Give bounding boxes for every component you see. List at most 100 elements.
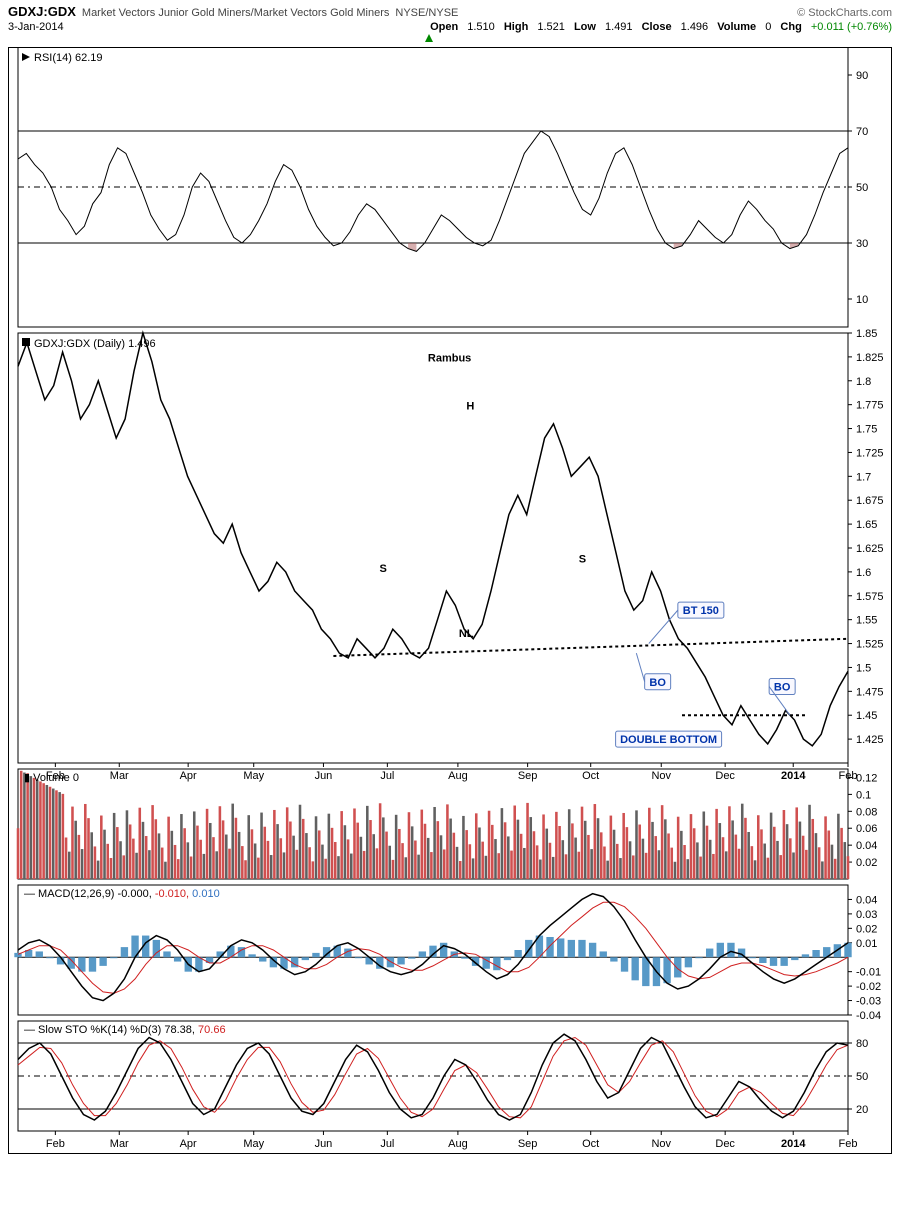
svg-text:2014: 2014 xyxy=(781,770,806,782)
svg-text:0.1: 0.1 xyxy=(856,789,871,801)
svg-text:H: H xyxy=(466,400,474,412)
svg-text:GDXJ:GDX (Daily) 1.496: GDXJ:GDX (Daily) 1.496 xyxy=(34,338,156,350)
svg-text:S: S xyxy=(579,553,586,565)
svg-text:Rambus: Rambus xyxy=(428,353,471,365)
svg-text:20: 20 xyxy=(856,1104,868,1116)
svg-text:0.06: 0.06 xyxy=(856,823,877,835)
svg-text:1.525: 1.525 xyxy=(856,639,884,651)
svg-text:1.425: 1.425 xyxy=(856,734,884,746)
svg-text:1.675: 1.675 xyxy=(856,495,884,507)
ohlc-block: Open 1.510 High 1.521 Low 1.491 Close 1.… xyxy=(424,21,892,43)
up-triangle-icon xyxy=(424,33,434,43)
chart-subheader: 3-Jan-2014 Open 1.510 High 1.521 Low 1.4… xyxy=(0,21,900,47)
svg-text:0.12: 0.12 xyxy=(856,772,877,784)
svg-text:S: S xyxy=(380,563,387,575)
svg-text:70: 70 xyxy=(856,126,868,138)
svg-text:50: 50 xyxy=(856,182,868,194)
svg-text:30: 30 xyxy=(856,238,868,250)
svg-text:— MACD(12,26,9) -0.000, -0.010: — MACD(12,26,9) -0.000, -0.010, 0.010 xyxy=(24,888,220,900)
volume-label: Volume xyxy=(717,21,756,33)
chg-label: Chg xyxy=(780,21,801,33)
svg-text:-0.03: -0.03 xyxy=(856,996,881,1008)
svg-text:DOUBLE BOTTOM: DOUBLE BOTTOM xyxy=(620,734,717,746)
svg-text:1.5: 1.5 xyxy=(856,662,871,674)
close-label: Close xyxy=(642,21,672,33)
svg-text:0.02: 0.02 xyxy=(856,857,877,869)
svg-text:2014: 2014 xyxy=(781,1138,806,1150)
svg-text:— Slow STO %K(14) %D(3) 78.38,: — Slow STO %K(14) %D(3) 78.38, 70.66 xyxy=(24,1024,226,1036)
low-value: 1.491 xyxy=(605,21,633,33)
svg-text:1.45: 1.45 xyxy=(856,710,877,722)
svg-text:Nov: Nov xyxy=(651,1138,671,1150)
low-label: Low xyxy=(574,21,596,33)
svg-text:Mar: Mar xyxy=(110,770,129,782)
svg-text:0.08: 0.08 xyxy=(856,806,877,818)
svg-text:BT 150: BT 150 xyxy=(683,605,719,617)
svg-text:90: 90 xyxy=(856,70,868,82)
chg-value: +0.011 (+0.76%) xyxy=(811,21,892,33)
svg-text:-0.02: -0.02 xyxy=(856,981,881,993)
open-label: Open xyxy=(430,21,458,33)
high-label: High xyxy=(504,21,528,33)
open-value: 1.510 xyxy=(467,21,495,33)
svg-text:Aug: Aug xyxy=(448,1138,468,1150)
svg-text:Oct: Oct xyxy=(582,770,599,782)
svg-text:Jun: Jun xyxy=(315,1138,333,1150)
svg-text:Jul: Jul xyxy=(380,770,394,782)
svg-text:Apr: Apr xyxy=(180,1138,197,1150)
close-value: 1.496 xyxy=(681,21,709,33)
svg-text:Feb: Feb xyxy=(46,1138,65,1150)
svg-text:Oct: Oct xyxy=(582,1138,599,1150)
svg-text:1.6: 1.6 xyxy=(856,567,871,579)
svg-text:0.01: 0.01 xyxy=(856,938,877,950)
svg-text:May: May xyxy=(243,1138,264,1150)
brand-label: © StockCharts.com xyxy=(797,7,892,19)
svg-text:BO: BO xyxy=(774,682,791,694)
svg-text:1.7: 1.7 xyxy=(856,471,871,483)
svg-text:Jul: Jul xyxy=(380,1138,394,1150)
volume-value: 0 xyxy=(765,21,771,33)
ticker-desc: Market Vectors Junior Gold Miners/Market… xyxy=(82,7,390,19)
svg-text:▮ Volume 0: ▮ Volume 0 xyxy=(24,772,79,784)
svg-text:May: May xyxy=(243,770,264,782)
svg-text:Dec: Dec xyxy=(715,770,735,782)
svg-text:0.04: 0.04 xyxy=(856,894,877,906)
svg-text:0.04: 0.04 xyxy=(856,840,877,852)
svg-text:Sep: Sep xyxy=(518,770,538,782)
ticker-symbol: GDXJ:GDX xyxy=(8,4,76,19)
svg-text:80: 80 xyxy=(856,1038,868,1050)
svg-text:Jun: Jun xyxy=(315,770,333,782)
svg-text:Mar: Mar xyxy=(110,1138,129,1150)
svg-text:1.625: 1.625 xyxy=(856,543,884,555)
chart-canvas: 10 30 50 70 90 RSI(14) 62.19 1.425 1.45 1.475 1.5… xyxy=(8,47,892,1155)
svg-text:1.475: 1.475 xyxy=(856,686,884,698)
svg-text:1.725: 1.725 xyxy=(856,447,884,459)
svg-text:1.8: 1.8 xyxy=(856,376,871,388)
svg-text:1.85: 1.85 xyxy=(856,328,877,340)
svg-text:BO: BO xyxy=(649,677,666,689)
svg-text:1.825: 1.825 xyxy=(856,352,884,364)
svg-text:Dec: Dec xyxy=(715,1138,735,1150)
svg-text:RSI(14) 62.19: RSI(14) 62.19 xyxy=(34,52,102,64)
ticker-exchange: NYSE/NYSE xyxy=(395,7,458,19)
svg-text:Feb: Feb xyxy=(839,1138,858,1150)
svg-text:Sep: Sep xyxy=(518,1138,538,1150)
svg-text:1.55: 1.55 xyxy=(856,615,877,627)
svg-text:50: 50 xyxy=(856,1071,868,1083)
svg-text:-0.04: -0.04 xyxy=(856,1010,881,1022)
svg-text:1.575: 1.575 xyxy=(856,591,884,603)
svg-text:0.02: 0.02 xyxy=(856,923,877,935)
svg-text:Aug: Aug xyxy=(448,770,468,782)
svg-text:Apr: Apr xyxy=(180,770,197,782)
svg-text:10: 10 xyxy=(856,294,868,306)
svg-text:Nov: Nov xyxy=(651,770,671,782)
high-value: 1.521 xyxy=(537,21,565,33)
svg-text:1.775: 1.775 xyxy=(856,400,884,412)
svg-text:-0.01: -0.01 xyxy=(856,967,881,979)
svg-text:1.65: 1.65 xyxy=(856,519,877,531)
svg-text:0.03: 0.03 xyxy=(856,909,877,921)
chart-date: 3-Jan-2014 xyxy=(8,21,64,33)
svg-text:NL: NL xyxy=(459,628,474,640)
svg-text:1.75: 1.75 xyxy=(856,424,877,436)
chart-header: GDXJ:GDX Market Vectors Junior Gold Mine… xyxy=(0,0,900,21)
